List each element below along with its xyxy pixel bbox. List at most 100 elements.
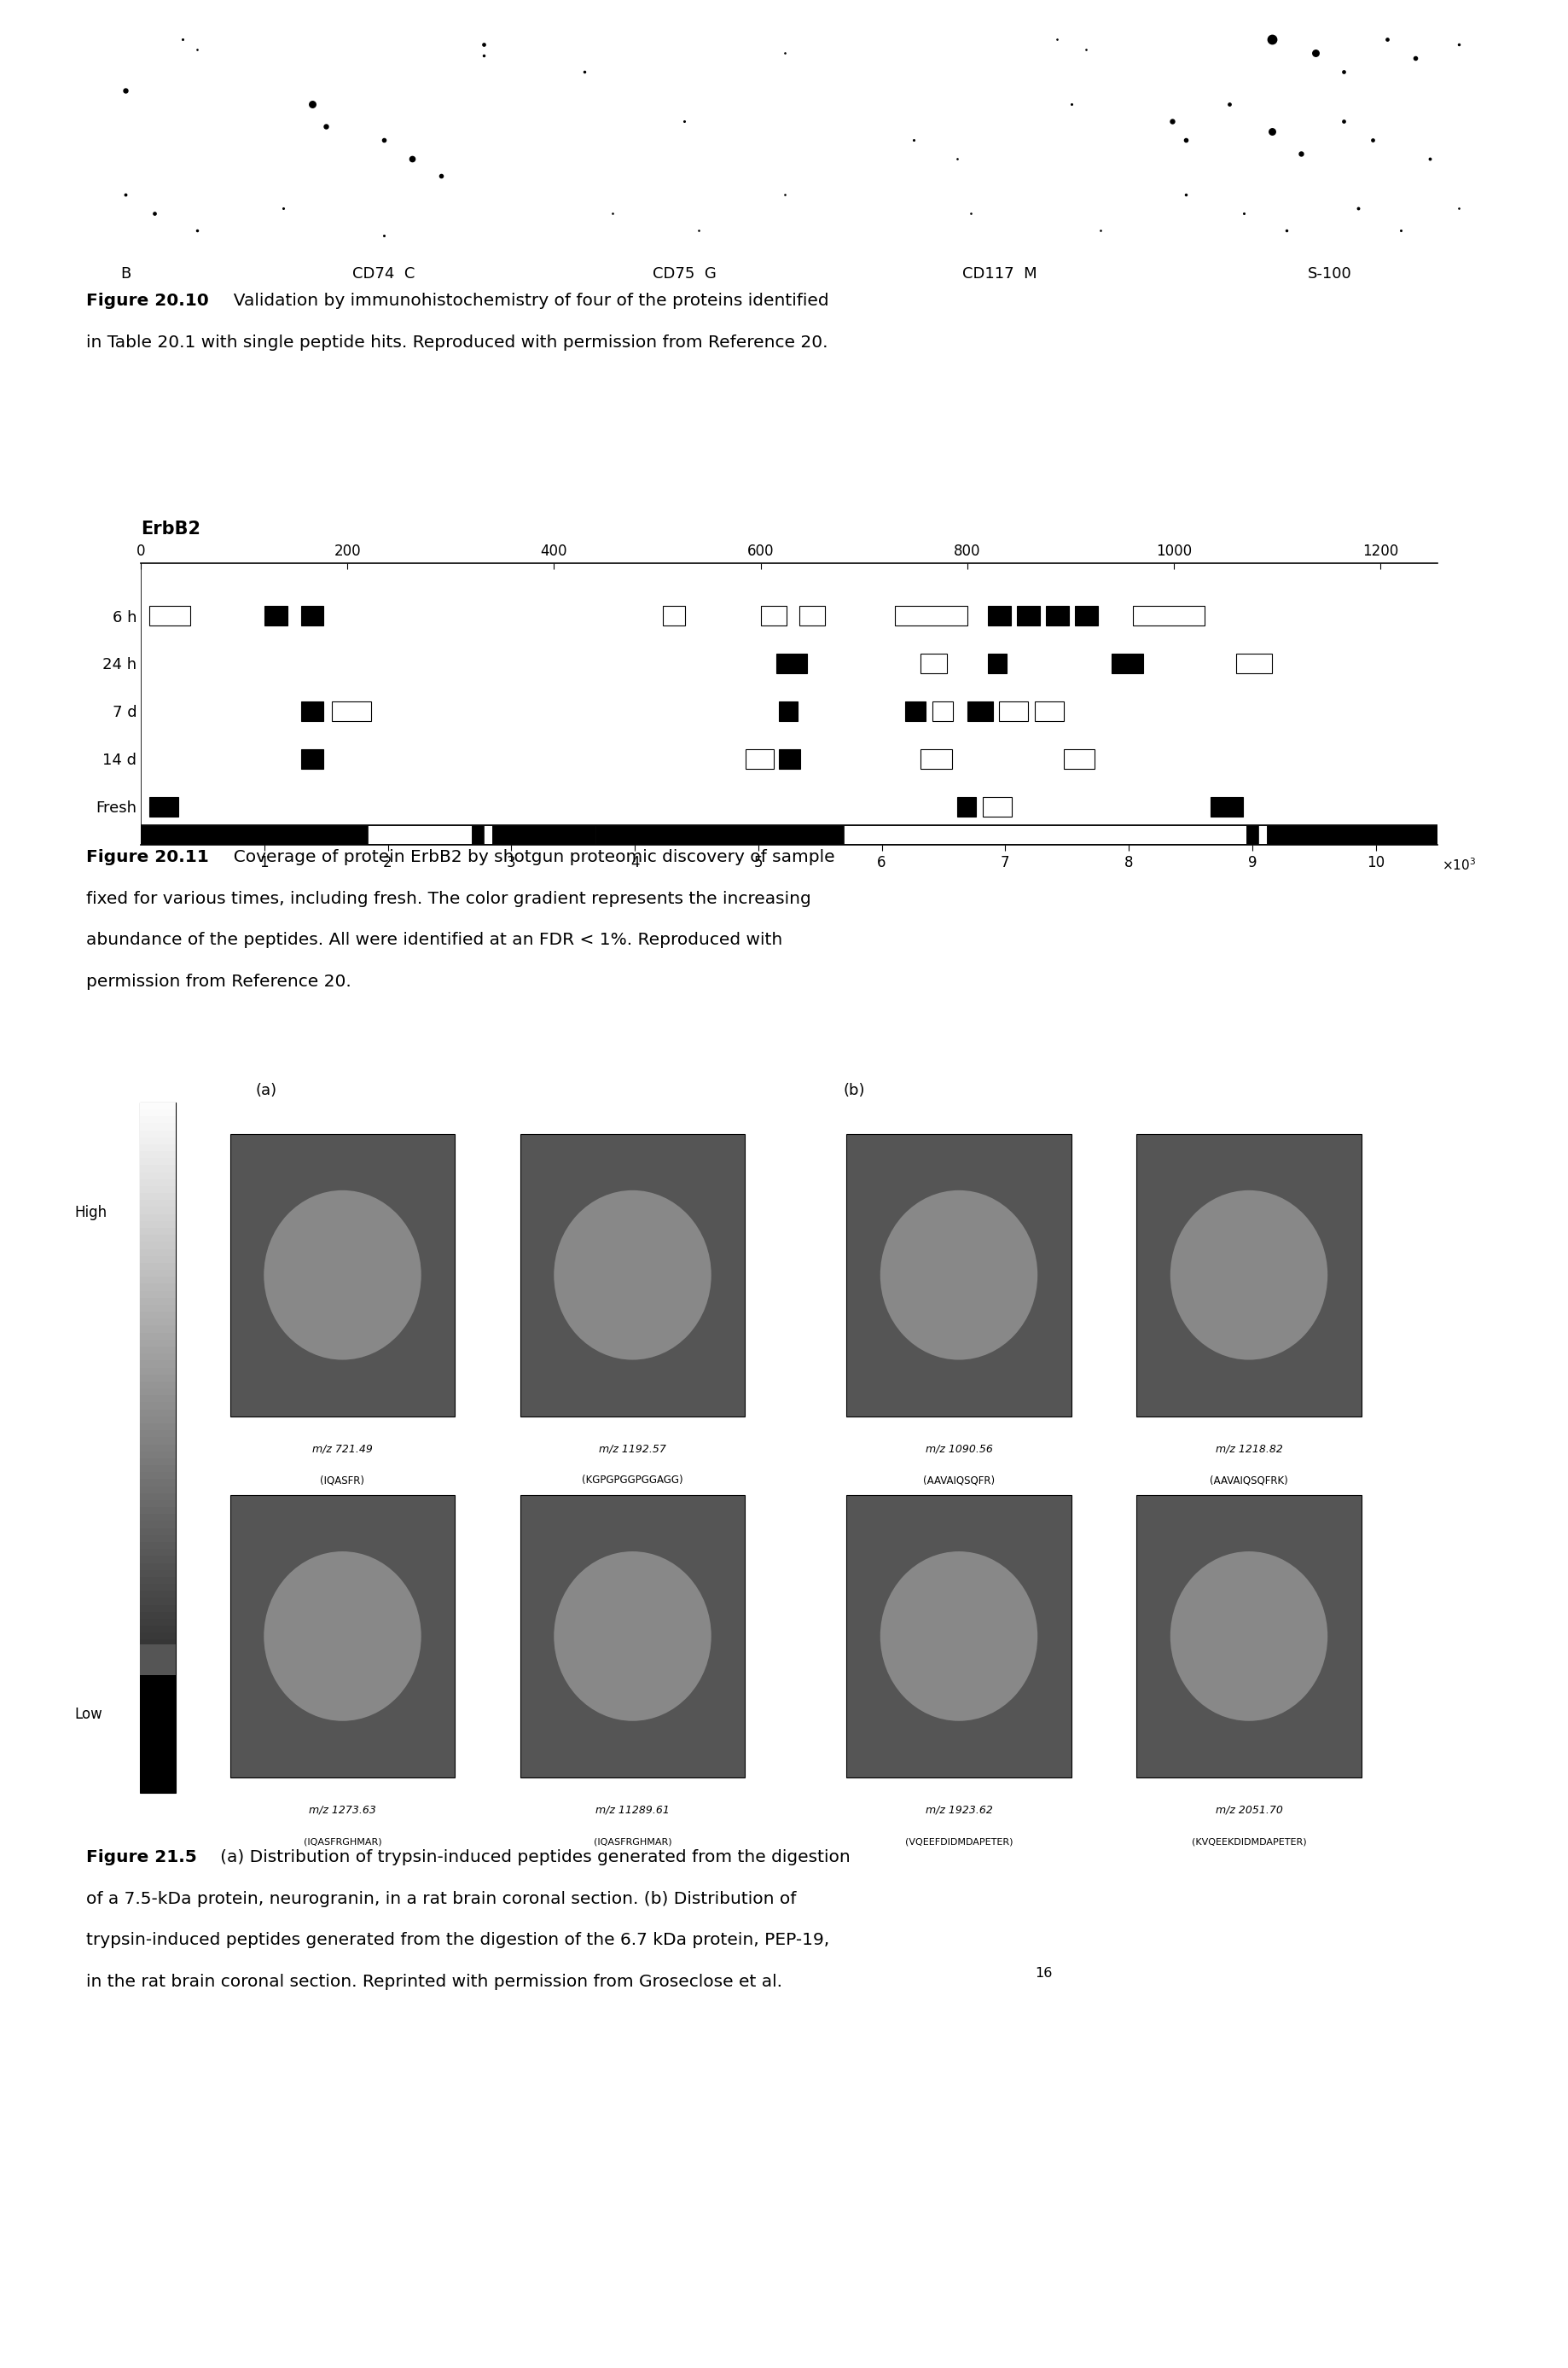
Text: in the rat brain coronal section. Reprinted with permission from Groseclose et a: in the rat brain coronal section. Reprin… [86,1973,782,1989]
Bar [779,701,798,722]
Bar [140,1613,176,1620]
Bar [140,1606,176,1613]
Bar [1236,654,1272,673]
Bar [140,1466,176,1473]
Bar [140,1291,176,1298]
Bar [140,1688,176,1695]
Bar [140,1710,176,1717]
Bar [140,1534,176,1542]
Text: in Table 20.1 with single peptide hits. Reproduced with permission from Referenc: in Table 20.1 with single peptide hits. … [86,334,828,350]
Bar [332,701,372,722]
Text: (a): (a) [256,1082,278,1099]
Bar [1132,606,1204,625]
Text: $\times10^3$: $\times10^3$ [1441,857,1475,874]
Bar [140,1402,176,1409]
Bar [140,1388,176,1395]
Bar [140,1319,176,1326]
Bar [140,1695,176,1703]
Bar [140,1122,176,1130]
Bar [140,1248,176,1255]
Text: (IQASFR): (IQASFR) [320,1475,365,1485]
Bar [140,1395,176,1402]
Text: Figure 20.11: Figure 20.11 [86,850,209,864]
Text: (IQASFRGHMAR): (IQASFRGHMAR) [594,1838,671,1847]
Bar [745,748,775,770]
Bar [140,1312,176,1319]
Bar [140,1584,176,1591]
Text: of a 7.5-kDa protein, neurogranin, in a rat brain coronal section. (b) Distribut: of a 7.5-kDa protein, neurogranin, in a … [86,1890,797,1906]
Bar [140,1677,176,1793]
Text: (KVQEEKDIDMDAPETER): (KVQEEKDIDMDAPETER) [1192,1838,1306,1847]
Bar [140,1620,176,1627]
Bar [140,1333,176,1340]
Bar [1247,824,1259,845]
Bar [140,1373,176,1381]
Text: (AAVAIQSQFRK): (AAVAIQSQFRK) [1210,1475,1287,1485]
Text: (AAVAIQSQFR): (AAVAIQSQFR) [924,1475,994,1485]
Bar [140,1549,176,1556]
Bar [920,748,952,770]
Text: m/z 1218.82: m/z 1218.82 [1215,1442,1283,1454]
Bar [140,1771,176,1778]
Bar [140,1480,176,1487]
Bar [140,1487,176,1494]
Bar [265,606,287,625]
Text: Figure 21.5: Figure 21.5 [86,1849,198,1866]
Text: permission from Reference 20.: permission from Reference 20. [86,973,351,990]
Bar [140,1236,176,1241]
Text: (b): (b) [844,1082,864,1099]
Bar [847,1134,1071,1416]
Bar [140,1103,176,1108]
Bar [140,1137,176,1144]
Bar [140,1201,176,1208]
Bar [140,1745,176,1752]
Text: m/z 2051.70: m/z 2051.70 [1215,1804,1283,1816]
Bar [140,1144,176,1151]
Bar [140,1577,176,1584]
Bar [140,1276,176,1283]
Bar [140,1598,176,1606]
Text: CD75  G: CD75 G [652,265,717,282]
Bar [1018,606,1040,625]
Bar [140,1527,176,1534]
Bar [1210,796,1243,817]
Ellipse shape [554,1551,712,1722]
Text: Low: Low [74,1707,102,1722]
Bar [301,701,323,722]
Bar [140,1499,176,1506]
Bar [485,824,492,845]
Bar [140,1556,176,1563]
Bar [1267,824,1438,845]
Bar [596,824,844,845]
Bar [1046,606,1069,625]
Bar [140,1513,176,1520]
Bar [1137,1134,1361,1416]
Bar [140,1409,176,1416]
Bar [301,606,323,625]
Text: m/z 1923.62: m/z 1923.62 [925,1804,993,1816]
Bar [140,1179,176,1186]
Bar [1112,654,1143,673]
Bar [140,1542,176,1549]
Bar [1063,748,1094,770]
Bar [933,701,953,722]
Bar [140,1459,176,1466]
Bar [140,1764,176,1771]
Bar [140,1366,176,1373]
Bar [472,824,485,845]
Text: Validation by immunohistochemistry of four of the proteins identified: Validation by immunohistochemistry of fo… [223,294,829,308]
Ellipse shape [263,1191,422,1359]
Bar [1035,701,1063,722]
Bar [140,1229,176,1236]
Bar [492,824,596,845]
Bar [1259,824,1267,845]
Bar [140,1778,176,1785]
Bar [140,1151,176,1158]
Bar [140,1222,176,1229]
Bar [140,1785,176,1793]
Bar [1137,1494,1361,1778]
Text: (VQEEFDIDMDAPETER): (VQEEFDIDMDAPETER) [905,1838,1013,1847]
Bar [776,654,808,673]
Bar [140,1520,176,1527]
Bar [847,1494,1071,1778]
